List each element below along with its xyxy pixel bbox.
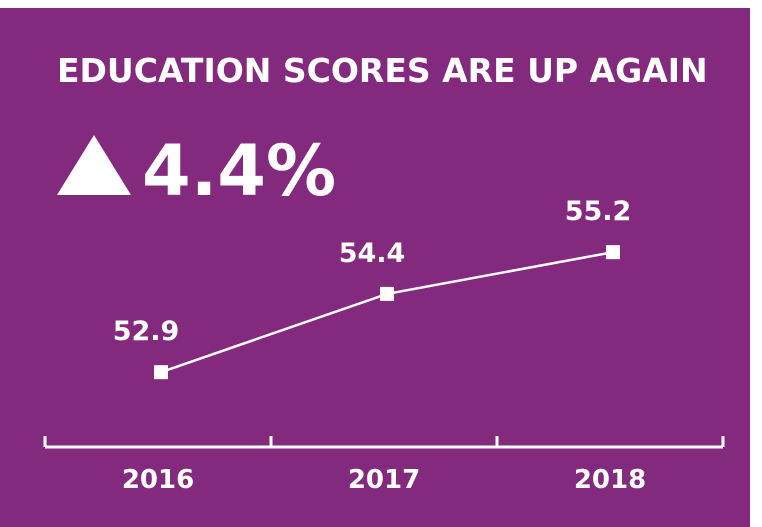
x-tick-label: 2018 [574, 465, 646, 495]
value-label: 55.2 [565, 196, 632, 227]
point [606, 245, 620, 260]
point [154, 365, 168, 380]
background [0, 8, 750, 527]
chart-title: EDUCATION SCORES ARE UP AGAIN [57, 51, 708, 90]
value-label: 52.9 [113, 316, 180, 347]
point [380, 286, 394, 301]
x-tick-label: 2016 [122, 465, 194, 495]
value-label: 54.4 [339, 238, 406, 269]
up-triangle [57, 135, 131, 195]
x-tick-label: 2017 [348, 465, 420, 495]
change-annotation: 4.4% [142, 130, 336, 212]
